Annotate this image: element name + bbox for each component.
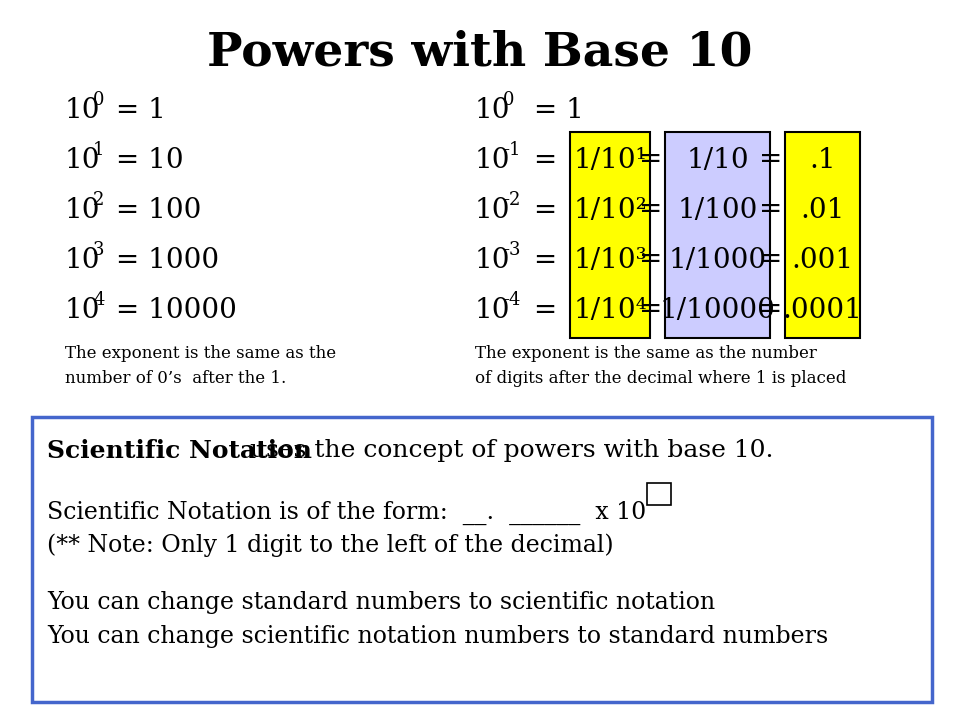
Text: Scientific Notation: Scientific Notation (47, 439, 312, 463)
Text: 1/10⁴: 1/10⁴ (573, 297, 647, 323)
Text: 0: 0 (503, 91, 515, 109)
Text: Powers with Base 10: Powers with Base 10 (207, 30, 753, 76)
Text: 1: 1 (93, 141, 105, 159)
Text: 1/10: 1/10 (686, 146, 749, 174)
Text: .1: .1 (809, 146, 836, 174)
Text: =: = (759, 246, 782, 274)
Text: = 1: = 1 (525, 96, 584, 124)
Text: =: = (639, 297, 662, 323)
Text: 1/1000: 1/1000 (668, 246, 767, 274)
Text: You can change standard numbers to scientific notation: You can change standard numbers to scien… (47, 591, 715, 614)
Text: =: = (759, 146, 782, 174)
Text: 4: 4 (93, 291, 105, 309)
FancyBboxPatch shape (665, 132, 770, 338)
Text: =: = (525, 297, 557, 323)
Text: 0: 0 (93, 91, 105, 109)
Text: 10: 10 (475, 146, 511, 174)
Text: 1/100: 1/100 (678, 197, 757, 223)
Text: You can change scientific notation numbers to standard numbers: You can change scientific notation numbe… (47, 625, 828, 648)
Text: 1/10²: 1/10² (573, 197, 647, 223)
Text: 3: 3 (93, 241, 105, 259)
Text: -1: -1 (503, 141, 520, 159)
FancyBboxPatch shape (647, 483, 671, 505)
Text: =: = (639, 146, 662, 174)
Text: uses the concept of powers with base 10.: uses the concept of powers with base 10. (242, 439, 774, 462)
Text: Scientific Notation is of the form:  __.  ______  x 10: Scientific Notation is of the form: __. … (47, 501, 646, 525)
Text: =: = (759, 197, 782, 223)
Text: 10: 10 (475, 297, 511, 323)
Text: 10: 10 (65, 146, 101, 174)
Text: 10: 10 (65, 96, 101, 124)
Text: = 1: = 1 (107, 96, 166, 124)
Text: -4: -4 (503, 291, 520, 309)
Text: =: = (639, 246, 662, 274)
Text: 10: 10 (65, 297, 101, 323)
Text: 1/10000: 1/10000 (660, 297, 776, 323)
Text: = 10000: = 10000 (107, 297, 237, 323)
Text: 10: 10 (475, 197, 511, 223)
Text: =: = (525, 246, 557, 274)
Text: 1/10¹: 1/10¹ (573, 146, 647, 174)
Text: 10: 10 (65, 197, 101, 223)
FancyBboxPatch shape (32, 417, 932, 702)
Text: 10: 10 (475, 246, 511, 274)
Text: -3: -3 (503, 241, 520, 259)
Text: 2: 2 (93, 191, 105, 209)
FancyBboxPatch shape (570, 132, 650, 338)
Text: = 1000: = 1000 (107, 246, 219, 274)
Text: =: = (759, 297, 782, 323)
Text: = 100: = 100 (107, 197, 202, 223)
FancyBboxPatch shape (785, 132, 860, 338)
Text: =: = (525, 146, 557, 174)
Text: .001: .001 (791, 246, 853, 274)
Text: =: = (525, 197, 557, 223)
Text: .0001: .0001 (782, 297, 862, 323)
Text: 10: 10 (65, 246, 101, 274)
Text: The exponent is the same as the
number of 0’s  after the 1.: The exponent is the same as the number o… (65, 345, 336, 387)
Text: 1/10³: 1/10³ (573, 246, 647, 274)
Text: -2: -2 (503, 191, 520, 209)
Text: .01: .01 (801, 197, 845, 223)
Text: = 10: = 10 (107, 146, 183, 174)
Text: The exponent is the same as the number
of digits after the decimal where 1 is pl: The exponent is the same as the number o… (475, 345, 847, 387)
Text: 10: 10 (475, 96, 511, 124)
Text: =: = (639, 197, 662, 223)
Text: (** Note: Only 1 digit to the left of the decimal): (** Note: Only 1 digit to the left of th… (47, 533, 613, 557)
